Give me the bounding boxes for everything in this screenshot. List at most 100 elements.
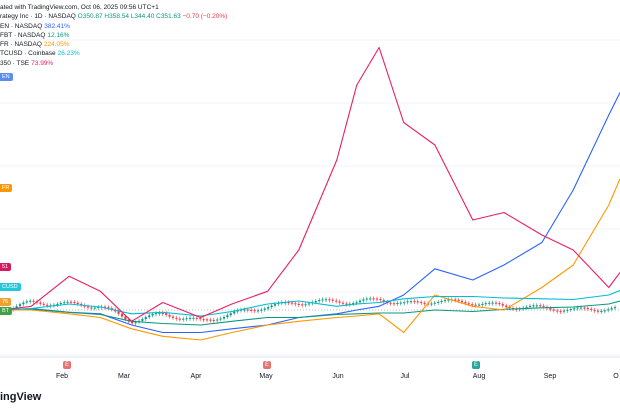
candle: [372, 298, 375, 300]
high-value: H358.54: [104, 13, 129, 21]
candle: [29, 300, 32, 302]
event-marker[interactable]: E: [63, 361, 71, 369]
series-line-en[interactable]: [2, 92, 620, 334]
candle: [273, 304, 277, 306]
candle: [607, 309, 610, 311]
candle: [392, 303, 396, 305]
legend-label: EN · NASDAQ: [0, 22, 43, 30]
series-line-350[interactable]: [2, 46, 620, 322]
candle: [491, 302, 494, 304]
change-value: −0.70 (−0.20%): [182, 13, 228, 21]
candle: [464, 302, 467, 304]
candle: [219, 318, 222, 320]
candle: [154, 313, 158, 315]
candle: [226, 315, 229, 318]
candle: [375, 298, 379, 300]
candle: [549, 308, 552, 310]
candle: [216, 319, 219, 321]
candle: [579, 307, 583, 309]
candle: [389, 302, 392, 304]
candle: [110, 308, 113, 310]
candle: [185, 318, 188, 320]
legend-item[interactable]: TCUSD · Coinbase 26.23%: [0, 49, 227, 58]
candle: [63, 302, 66, 304]
candle: [178, 318, 181, 320]
candle: [430, 303, 433, 305]
candle: [103, 306, 107, 308]
price-tag: 51: [0, 263, 12, 271]
candle: [573, 308, 576, 310]
price-tag: EN: [0, 73, 13, 81]
candle: [171, 316, 175, 318]
candle: [566, 309, 569, 311]
price-tag: FR: [0, 184, 13, 192]
candle: [32, 300, 35, 302]
candle: [250, 309, 253, 311]
candle: [365, 298, 368, 300]
legend-item[interactable]: EN · NASDAQ 382.41%: [0, 22, 227, 31]
created-line: ated with TradingView.com, Oct 06, 2025 …: [0, 4, 159, 11]
candle: [532, 305, 535, 307]
legend-item[interactable]: 350 · TSE 73.99%: [0, 59, 227, 68]
month-label: Sep: [543, 373, 557, 380]
event-marker[interactable]: E: [472, 361, 480, 369]
candle: [124, 316, 127, 320]
candle: [494, 302, 498, 304]
series-line-tcusd[interactable]: [2, 289, 620, 317]
candles: [1, 296, 617, 326]
candle: [501, 304, 504, 306]
legend: EN · NASDAQ 382.41% FBT · NASDAQ 12.16% FR ·…: [0, 22, 227, 68]
candle: [399, 302, 402, 304]
candle: [488, 302, 491, 304]
series-line-fbt[interactable]: [2, 300, 620, 326]
month-label: May: [259, 373, 273, 380]
candle: [239, 309, 243, 311]
candle: [236, 310, 239, 312]
candle: [590, 308, 593, 310]
candle: [287, 302, 290, 304]
month-label: Jun: [332, 373, 344, 380]
candle: [535, 305, 538, 307]
price-tag: 76: [0, 298, 12, 306]
candle: [603, 310, 606, 312]
candle: [290, 302, 294, 304]
candle: [199, 318, 202, 320]
candle: [256, 310, 260, 312]
candle: [396, 302, 399, 304]
legend-item[interactable]: FR · NASDAQ 224.05%: [0, 40, 227, 49]
price-tag: BT: [0, 307, 13, 315]
candle: [212, 319, 215, 321]
candle: [69, 301, 73, 303]
main-symbol: rategy Inc · 1D · NASDAQ: [0, 13, 76, 21]
candle: [39, 302, 42, 304]
candle: [301, 304, 304, 306]
legend-item[interactable]: FBT · NASDAQ 12.16%: [0, 31, 227, 40]
candle: [267, 307, 270, 309]
candle: [76, 302, 79, 304]
month-label: O: [613, 373, 619, 380]
candle: [454, 299, 457, 301]
candle: [406, 301, 409, 303]
candle: [508, 306, 511, 309]
candle: [460, 300, 464, 303]
legend-value: 12.16%: [47, 31, 70, 39]
candle: [134, 322, 137, 324]
candle: [22, 302, 25, 305]
candle: [25, 301, 28, 303]
candle: [457, 299, 460, 301]
candle: [484, 303, 487, 305]
candle: [59, 302, 62, 304]
candle: [321, 299, 324, 301]
candle: [437, 301, 440, 303]
candle: [73, 301, 76, 303]
candle: [382, 300, 385, 302]
candle: [369, 298, 372, 300]
event-marker[interactable]: E: [263, 361, 271, 369]
candle: [229, 313, 232, 316]
candle: [260, 309, 263, 311]
candle: [423, 302, 426, 304]
close-value: C351.63: [156, 13, 181, 21]
candle: [161, 312, 164, 314]
series-line-fr[interactable]: [2, 178, 620, 341]
